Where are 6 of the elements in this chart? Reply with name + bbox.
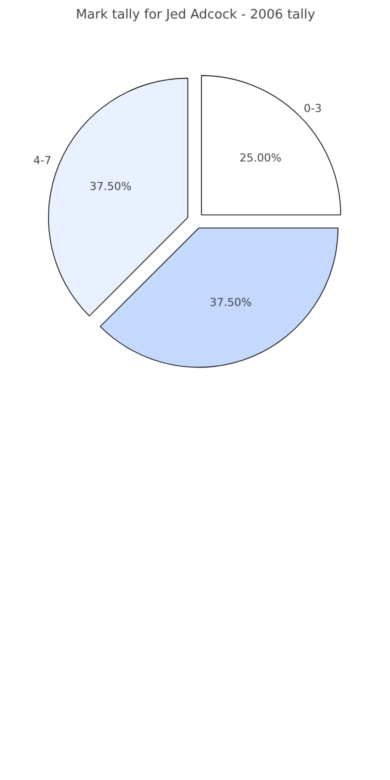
slice-label: 4-7 <box>33 154 52 167</box>
data-label: 25.00% <box>240 151 282 164</box>
slice-label: 0-3 <box>304 102 322 115</box>
data-label: 37.50% <box>210 296 252 310</box>
data-label: 37.50% <box>90 180 132 194</box>
chart-title: Mark tally for Jed Adcock - 2006 tally <box>76 8 316 22</box>
